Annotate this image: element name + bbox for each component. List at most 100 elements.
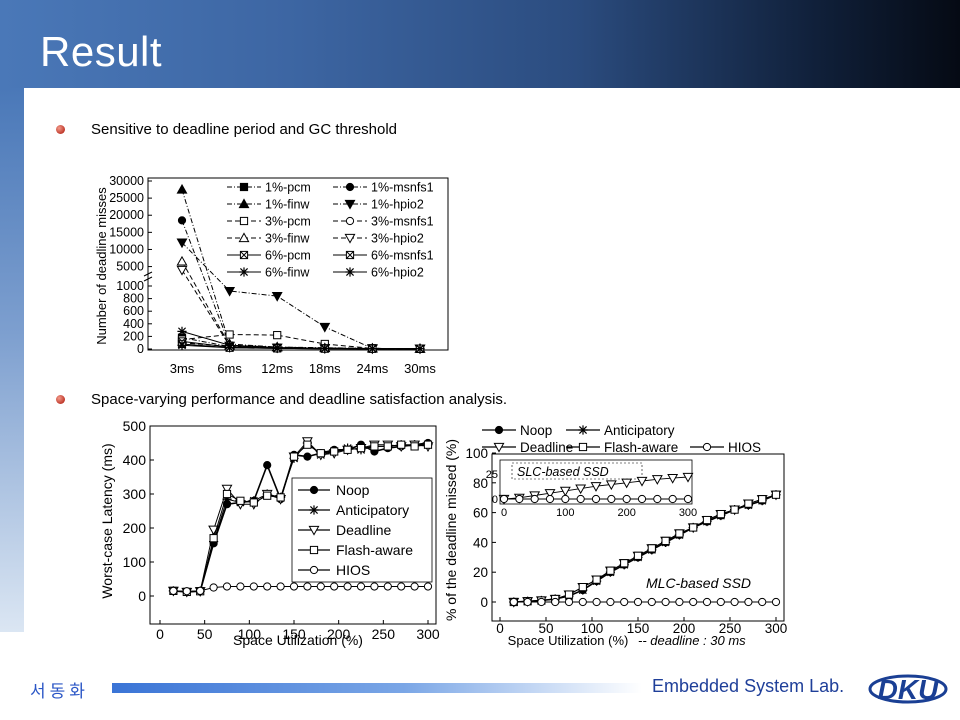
- inset-series-point: [683, 494, 693, 504]
- top-legend-marker-cross: [346, 251, 354, 259]
- left-series-point: [249, 498, 258, 507]
- top-legend-label: 3%-msnfs1: [371, 215, 434, 229]
- right-legend: Noop Anticipatory Deadline Flash-aware HIOS: [482, 423, 761, 455]
- top-legend-marker: [345, 182, 355, 192]
- inset-series-point: [667, 474, 679, 484]
- right-series-point: [661, 597, 670, 607]
- top-xtick-label: 24ms: [357, 361, 389, 376]
- left-series-point: [236, 496, 245, 505]
- right-series-point: [675, 597, 684, 607]
- left-series-point: [263, 461, 272, 470]
- top-series-line: [181, 269, 420, 350]
- top-series-point: [177, 340, 187, 350]
- left-series-point: [330, 582, 339, 591]
- right-series-point: [620, 597, 629, 607]
- left-series-point: [182, 587, 191, 596]
- right-series-point: [620, 559, 629, 568]
- left-series-point: [276, 582, 285, 591]
- right-xtick-label: 200: [673, 621, 696, 636]
- left-series-point: [330, 447, 339, 456]
- bullet-dot-icon: [56, 395, 65, 404]
- left-series-point: [236, 582, 245, 591]
- top-plot-frame: [147, 177, 449, 351]
- right-series-point: [592, 597, 601, 607]
- left-ytick-label: 100: [123, 554, 147, 570]
- right-ytick-label: 40: [473, 535, 488, 550]
- top-legend-label: 1%-hpio2: [371, 198, 424, 212]
- top-series-point: [176, 183, 188, 194]
- left-legend-label: Anticipatory: [336, 502, 409, 518]
- top-series-point: [273, 331, 282, 340]
- dku-logo-icon: DKU: [868, 674, 948, 705]
- top-legend-label: 1%-msnfs1: [371, 181, 434, 195]
- right-series-point: [578, 583, 587, 592]
- top-legend-marker: [239, 182, 249, 192]
- inset-series-point: [637, 494, 647, 504]
- inset-series-point: [636, 476, 648, 487]
- top-series-point: [271, 291, 283, 302]
- right-series-point: [578, 597, 587, 607]
- left-series-point: [423, 582, 433, 591]
- top-legend-label: 6%-pcm: [265, 249, 311, 263]
- left-xtick-label: 200: [327, 626, 351, 642]
- left-series-point: [397, 582, 406, 591]
- top-ytick-label: 25000: [109, 191, 144, 205]
- top-xtick-label: 12ms: [261, 361, 293, 376]
- top-legend-label: 3%-pcm: [265, 215, 311, 229]
- right-ytick-label: 0: [480, 595, 488, 610]
- left-series-point: [370, 442, 379, 451]
- left-legend-label: Noop: [336, 482, 370, 498]
- top-legend-marker-cross: [240, 251, 248, 259]
- top-xtick-label: 30ms: [404, 361, 436, 376]
- footer-line: [112, 683, 642, 693]
- left-series-point: [303, 452, 312, 461]
- right-series-point: [689, 523, 698, 532]
- right-xtick-label: 150: [627, 621, 650, 636]
- left-series-point: [383, 582, 392, 591]
- left-series-point: [169, 586, 178, 595]
- top-series-point: [415, 344, 425, 354]
- inset-series-point: [682, 472, 694, 483]
- top-legend-label: 6%-finw: [265, 266, 310, 280]
- right-series-point: [702, 597, 712, 607]
- top-ytick-label: 1000: [116, 279, 144, 293]
- right-series-point: [702, 515, 712, 525]
- right-series-point: [744, 597, 753, 607]
- inset-xtick-label: 300: [679, 507, 697, 519]
- left-xlabel: Space Utilization (%): [233, 632, 363, 648]
- top-legend-marker: [238, 232, 250, 243]
- right-legend-marker: [578, 442, 588, 452]
- right-ytick-label: 20: [473, 565, 488, 580]
- right-ylabel: % of the deadline missed (%): [443, 439, 459, 621]
- right-series-point: [564, 597, 574, 607]
- left-series-point: [263, 582, 272, 591]
- left-xtick-label: 250: [372, 626, 396, 642]
- right-xlabel: Space Utilization (%): [508, 633, 629, 648]
- right-series-point: [606, 566, 615, 575]
- right-ytick-label: 100: [465, 446, 488, 461]
- top-series-line: [181, 337, 421, 350]
- top-legend-marker: [345, 216, 355, 226]
- top-ytick-label: 30000: [109, 174, 144, 188]
- top-series-point: [224, 286, 236, 297]
- left-series-point: [397, 440, 406, 449]
- left-series-point: [249, 582, 258, 591]
- right-xtick-label: 50: [538, 621, 553, 636]
- right-series-point: [509, 597, 518, 607]
- top-series-point: [367, 344, 377, 354]
- top-ytick-label: 0: [137, 342, 144, 356]
- top-legend-label: 6%-msnfs1: [371, 249, 434, 263]
- right-series-point: [564, 590, 574, 599]
- left-xtick-label: 150: [282, 626, 306, 642]
- top-legend: 1%-pcm 1%-msnfs1 1%-finw 1%-hpio2 3%-pcm 3%-m…: [227, 181, 434, 280]
- top-series-point: [272, 343, 282, 353]
- right-series-point: [647, 544, 656, 553]
- left-ylabel: Worst-case Latency (ms): [99, 443, 115, 598]
- left-series-point: [289, 452, 299, 461]
- right-legend-label: Flash-aware: [604, 440, 678, 455]
- inset-series-point: [515, 494, 524, 504]
- inset-series-point: [653, 494, 662, 504]
- top-ytick-label: 800: [123, 292, 144, 306]
- top-ytick-label: 10000: [109, 242, 144, 256]
- inset-xtick-label: 200: [617, 507, 635, 519]
